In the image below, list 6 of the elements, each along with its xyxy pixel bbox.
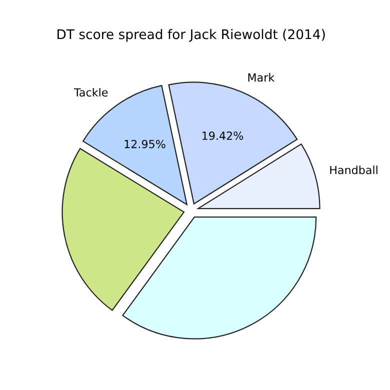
data-label: 12.95% <box>124 140 166 148</box>
slice-label: Tackle <box>74 88 108 97</box>
chart-title: DT score spread for Jack Riewoldt (2014) <box>58 29 325 42</box>
slice-label: Handball <box>330 166 378 174</box>
data-label: 19.42% <box>202 131 244 140</box>
slice-label: Mark <box>248 73 275 82</box>
